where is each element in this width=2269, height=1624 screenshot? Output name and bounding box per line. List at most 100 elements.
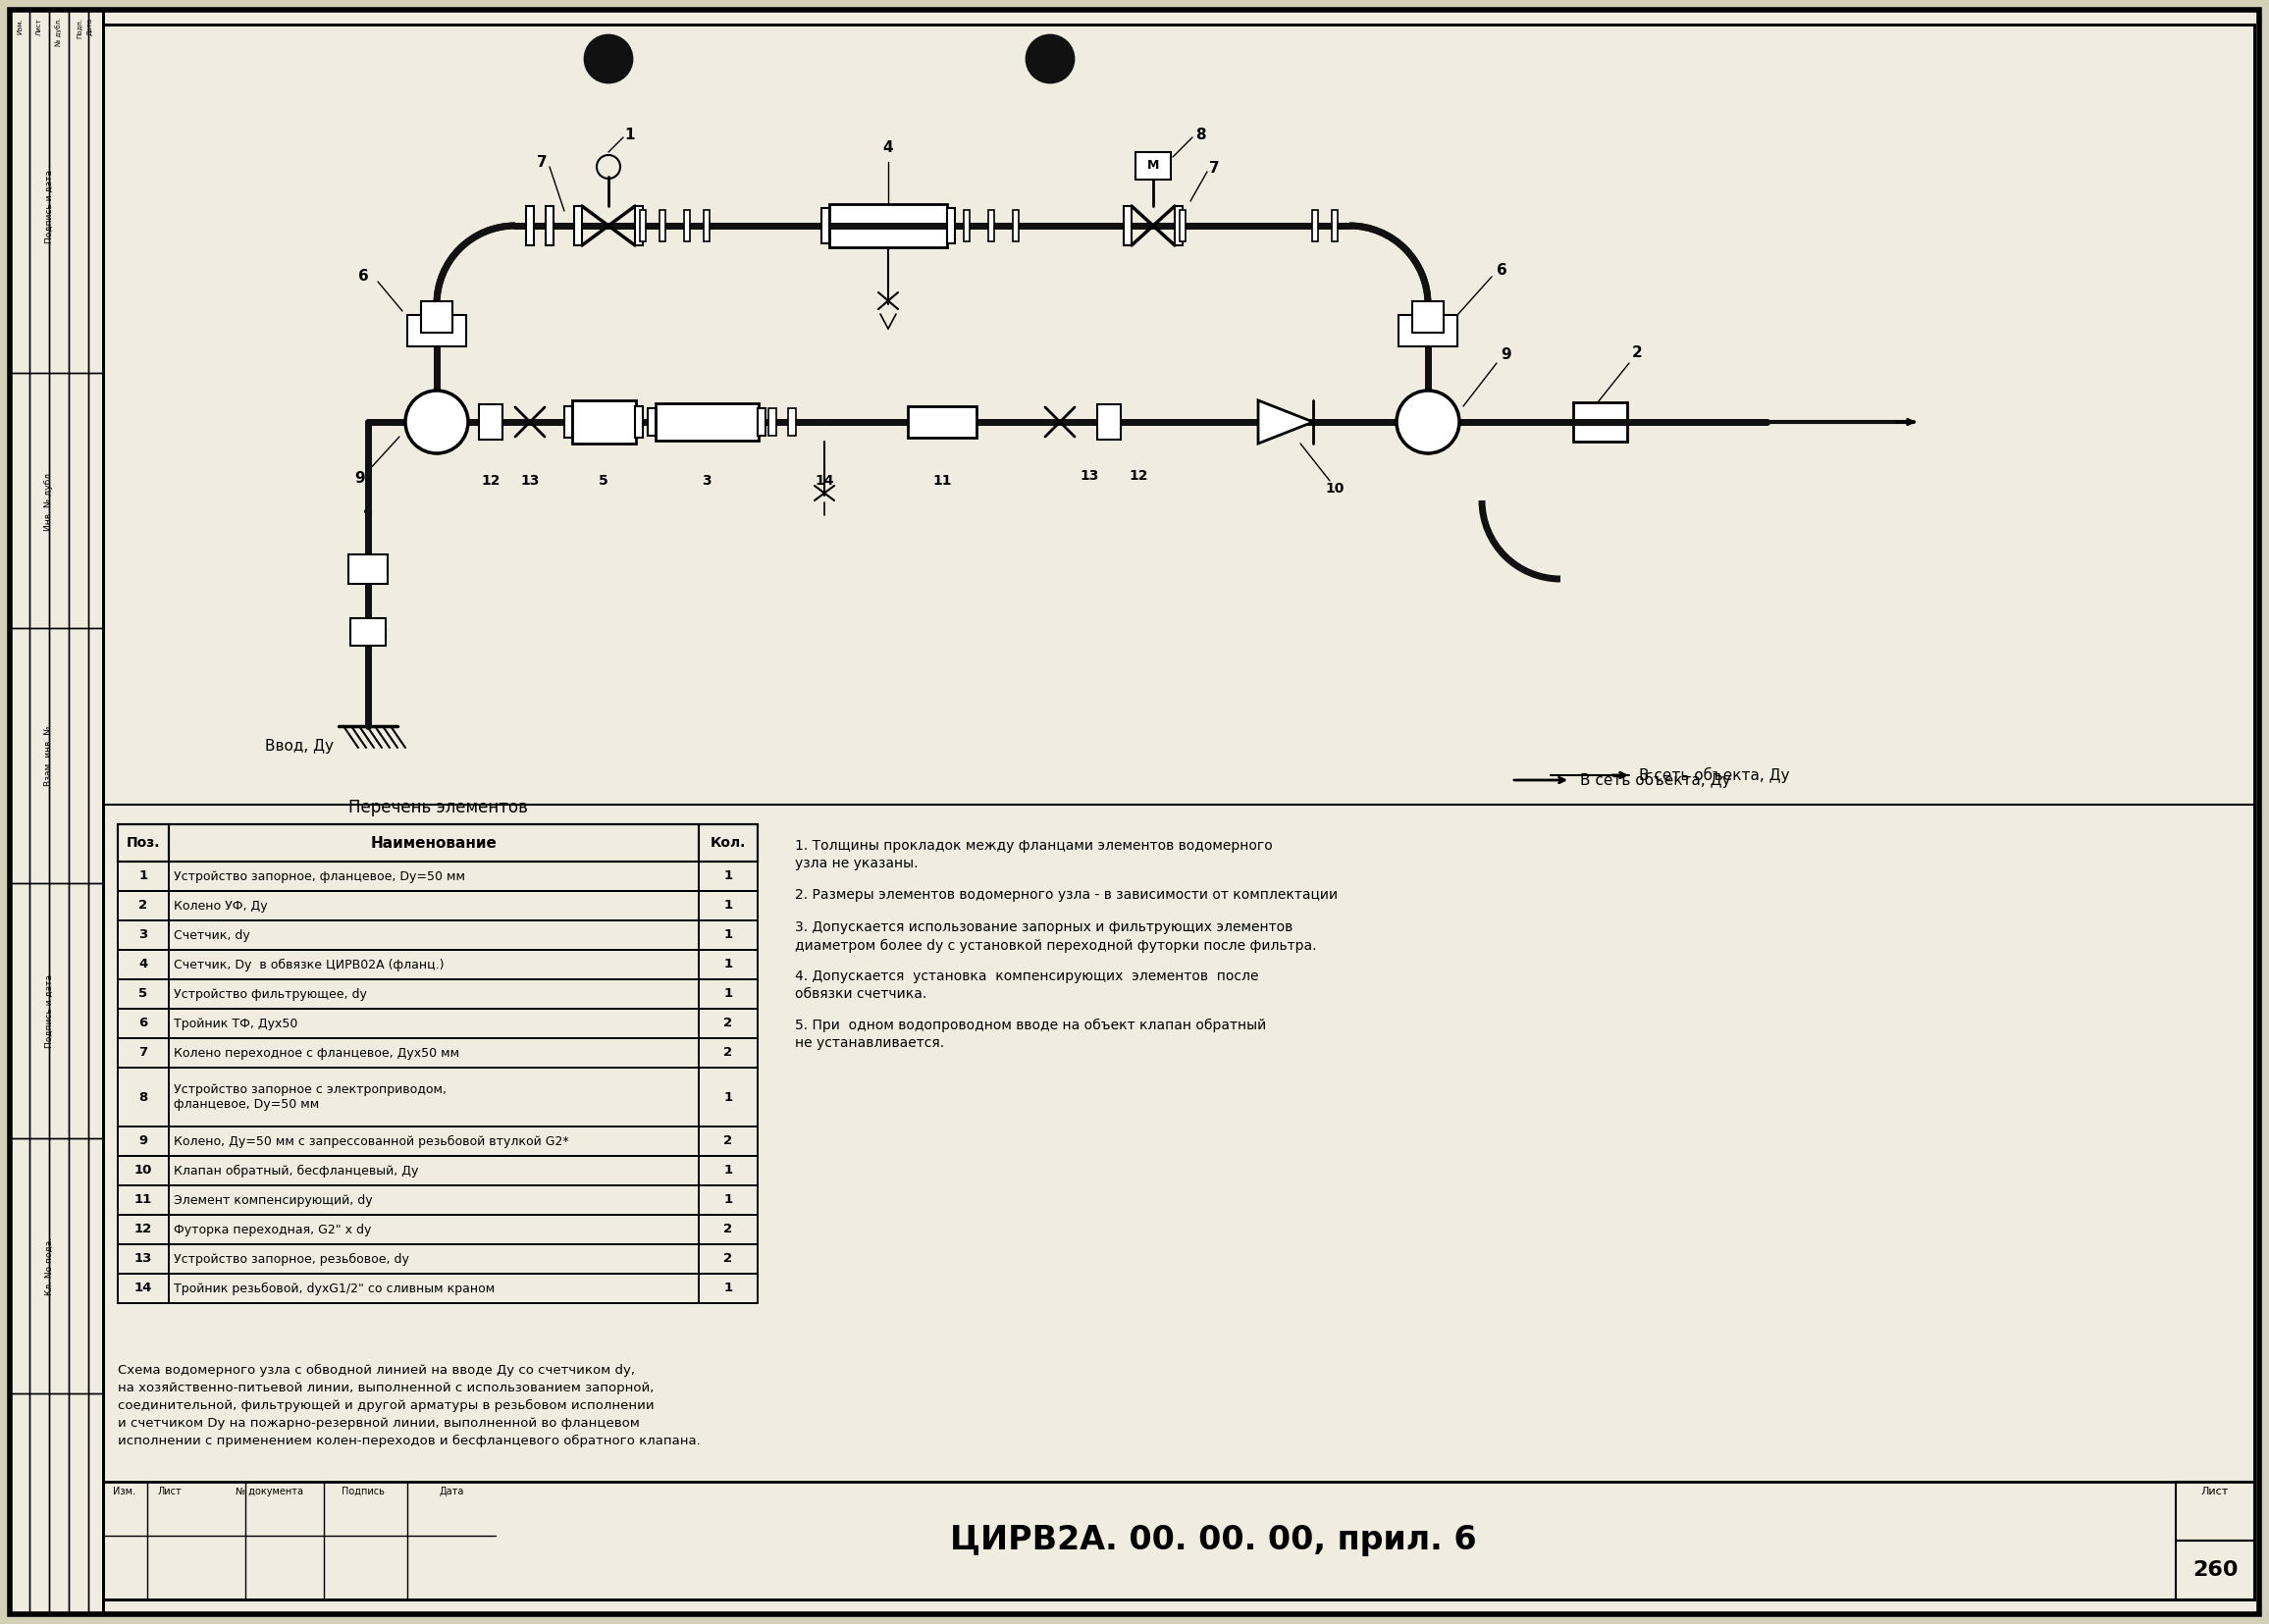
Bar	[9, 10, 102, 1614]
Bar	[964, 209, 969, 242]
Text: 2: 2	[724, 1017, 733, 1030]
Text: 2: 2	[1631, 346, 1643, 361]
Text: Устройство запорное, фланцевое, Dy=50 мм: Устройство запорное, фланцевое, Dy=50 мм	[175, 870, 465, 883]
Text: 7: 7	[138, 1046, 147, 1059]
Bar	[118, 1156, 168, 1186]
Bar	[640, 209, 647, 242]
Text: 14: 14	[134, 1281, 152, 1294]
Bar	[118, 1067, 168, 1127]
Text: 1: 1	[724, 929, 733, 942]
Text: M: M	[1148, 159, 1159, 172]
Text: 12: 12	[481, 474, 499, 487]
Text: 14: 14	[815, 474, 835, 487]
Bar	[1123, 206, 1132, 245]
Bar	[118, 1273, 758, 1302]
Text: 5. При  одном водопроводном вводе на объект клапан обратный
не устанавливается.: 5. При одном водопроводном вводе на объе…	[794, 1018, 1266, 1051]
Bar	[1098, 404, 1121, 440]
Text: 5: 5	[599, 474, 608, 487]
Text: Перечень элементов: Перечень элементов	[347, 799, 526, 817]
Text: 3: 3	[138, 929, 147, 942]
Text: 1: 1	[724, 987, 733, 1000]
Bar	[699, 1273, 758, 1302]
Bar	[118, 1186, 758, 1215]
Text: Наименование: Наименование	[370, 836, 497, 851]
Text: Счетчик, dy: Счетчик, dy	[175, 929, 250, 942]
Text: 1: 1	[724, 1194, 733, 1207]
Text: 11: 11	[933, 474, 951, 487]
Text: 6: 6	[359, 270, 368, 284]
Text: Счетчик, Dy  в обвязке ЦИРВ02А (фланц.): Счетчик, Dy в обвязке ЦИРВ02А (фланц.)	[175, 958, 445, 971]
Bar	[102, 1481, 2255, 1600]
Bar	[699, 1009, 758, 1038]
Text: Устройство запорное с электроприводом,: Устройство запорное с электроприводом,	[175, 1083, 447, 1096]
Bar	[422, 300, 452, 333]
Bar	[168, 1186, 699, 1215]
Bar	[118, 921, 758, 950]
Text: 4: 4	[138, 958, 147, 971]
Bar	[118, 1127, 758, 1156]
Text: 12: 12	[134, 1223, 152, 1236]
Polygon shape	[1257, 401, 1314, 443]
Bar	[787, 408, 796, 435]
Text: 260: 260	[2192, 1561, 2237, 1580]
Bar	[118, 979, 758, 1009]
Bar	[908, 406, 976, 437]
Text: Тройник ТФ, Дух50: Тройник ТФ, Дух50	[175, 1017, 297, 1030]
Text: Устройство фильтрующее, dy: Устройство фильтрующее, dy	[175, 987, 368, 1000]
Circle shape	[1026, 36, 1073, 83]
Bar	[699, 825, 758, 862]
Bar	[118, 950, 168, 979]
Text: 2: 2	[724, 1135, 733, 1148]
Bar	[118, 862, 758, 892]
Text: 13: 13	[134, 1252, 152, 1265]
Bar	[349, 554, 388, 585]
Text: 10: 10	[134, 1164, 152, 1177]
Bar	[168, 950, 699, 979]
Bar	[479, 404, 501, 440]
Text: Взам. инв. №: Взам. инв. №	[45, 726, 54, 786]
Bar	[656, 403, 758, 440]
Text: Колено УФ, Ду: Колено УФ, Ду	[175, 900, 268, 913]
Text: 13: 13	[520, 474, 540, 487]
Bar	[168, 1009, 699, 1038]
Bar	[118, 1009, 168, 1038]
Bar	[769, 408, 776, 435]
Bar	[1411, 300, 1443, 333]
Bar	[118, 825, 168, 862]
Bar	[699, 1038, 758, 1067]
Bar	[168, 825, 699, 862]
Bar	[545, 206, 554, 245]
Text: 2: 2	[724, 1223, 733, 1236]
Bar	[1180, 209, 1184, 242]
Text: Дата: Дата	[438, 1486, 463, 1496]
Text: 2. Размеры элементов водомерного узла - в зависимости от комплектации: 2. Размеры элементов водомерного узла - …	[794, 888, 1339, 901]
Bar	[699, 979, 758, 1009]
Bar	[168, 1215, 699, 1244]
Text: Подпись и дата: Подпись и дата	[45, 169, 54, 244]
Text: 4. Допускается  установка  компенсирующих  элементов  после
обвязки счетчика.: 4. Допускается установка компенсирующих …	[794, 970, 1259, 1002]
Bar	[118, 1038, 168, 1067]
Text: Лист: Лист	[36, 18, 43, 36]
Bar	[572, 401, 635, 443]
Bar	[703, 209, 710, 242]
Bar	[168, 892, 699, 921]
Text: 1: 1	[724, 1091, 733, 1103]
Text: 3. Допускается использование запорных и фильтрующих элементов
диаметром более dy: 3. Допускается использование запорных и …	[794, 921, 1316, 952]
Text: 2: 2	[138, 900, 147, 913]
Bar	[526, 206, 533, 245]
Bar	[168, 862, 699, 892]
Text: 1: 1	[724, 870, 733, 883]
Text: Подпись и дата: Подпись и дата	[45, 974, 54, 1047]
Bar	[1398, 315, 1457, 346]
Text: 1: 1	[724, 1164, 733, 1177]
Text: Изм.: Изм.	[16, 18, 23, 34]
Text: фланцевое, Dy=50 мм: фланцевое, Dy=50 мм	[175, 1098, 320, 1111]
Text: Лист: Лист	[157, 1486, 182, 1496]
Bar	[574, 206, 581, 245]
Bar	[118, 1215, 168, 1244]
Bar	[406, 315, 465, 346]
Bar	[118, 892, 758, 921]
Bar	[1572, 403, 1627, 442]
Bar	[699, 1244, 758, 1273]
Bar	[699, 1067, 758, 1127]
